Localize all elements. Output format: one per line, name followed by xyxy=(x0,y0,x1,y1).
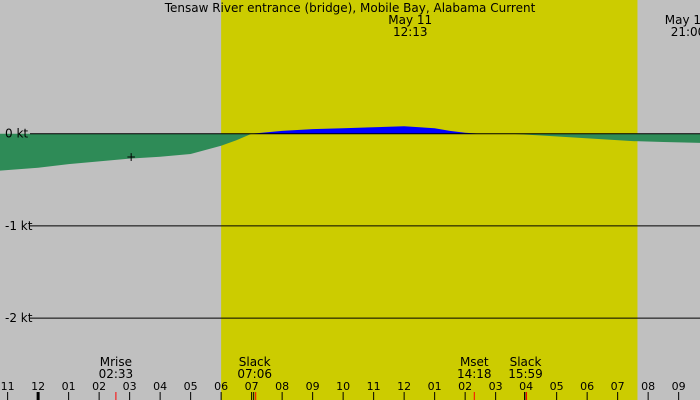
x-tick-label: 07 xyxy=(611,380,625,393)
x-tick-label: 01 xyxy=(428,380,442,393)
top-date-label: May 11 xyxy=(388,13,432,27)
x-tick-label: 05 xyxy=(550,380,564,393)
event-name: Mset xyxy=(460,355,489,369)
ebb-current-area xyxy=(0,133,700,171)
event-time: 07:06 xyxy=(237,367,272,381)
event-time: 02:33 xyxy=(99,367,134,381)
y-tick-label: -2 kt xyxy=(5,311,33,325)
x-tick-label: 04 xyxy=(153,380,167,393)
x-tick-label: 02 xyxy=(458,380,472,393)
y-tick-label: -1 kt xyxy=(5,219,33,233)
x-tick-label: 09 xyxy=(306,380,320,393)
event-time: 14:18 xyxy=(457,367,492,381)
flood-current-area xyxy=(0,126,700,134)
x-tick-label: 04 xyxy=(519,380,533,393)
x-tick-label: 07 xyxy=(245,380,259,393)
x-tick-label: 10 xyxy=(336,380,350,393)
x-tick-label: 12 xyxy=(397,380,411,393)
x-tick-label: 03 xyxy=(489,380,503,393)
event-name: Slack xyxy=(510,355,542,369)
x-tick-label: 02 xyxy=(92,380,106,393)
x-tick-label: 08 xyxy=(275,380,289,393)
plus-marker: + xyxy=(126,150,136,164)
x-tick-label: 05 xyxy=(184,380,198,393)
x-tick-label: 06 xyxy=(214,380,228,393)
event-name: Mrise xyxy=(100,355,132,369)
x-tick-label: 08 xyxy=(641,380,655,393)
x-tick-label: 11 xyxy=(1,380,15,393)
x-tick-label: 11 xyxy=(367,380,381,393)
top-time-label: 12:13 xyxy=(393,25,428,39)
x-tick-label: 06 xyxy=(580,380,594,393)
x-tick-label: 01 xyxy=(62,380,76,393)
x-tick-label: 12 xyxy=(31,380,45,393)
y-tick-label: 0 kt xyxy=(5,127,28,141)
daylight-band xyxy=(221,0,638,400)
x-tick-label: 03 xyxy=(123,380,137,393)
x-tick-label: 09 xyxy=(672,380,686,393)
event-time: 15:59 xyxy=(508,367,543,381)
chart-title: Tensaw River entrance (bridge), Mobile B… xyxy=(164,1,536,15)
top-time-label: 21:00 xyxy=(671,25,700,39)
event-name: Slack xyxy=(239,355,271,369)
top-date-label: May 1 xyxy=(665,13,700,27)
